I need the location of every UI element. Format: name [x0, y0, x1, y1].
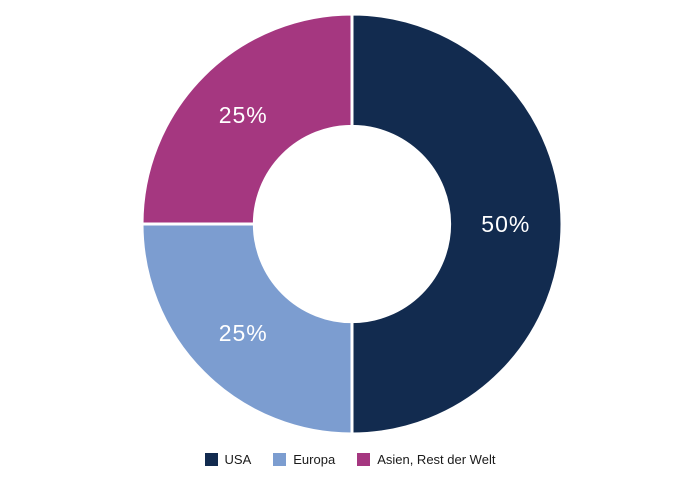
donut-segment-usa: [350, 12, 564, 436]
donut-segment-asien-rest-der-welt: [140, 12, 354, 226]
donut-chart-svg: 50% 25% 25%: [140, 12, 564, 436]
legend-label: USA: [224, 452, 252, 467]
legend-label: Asien, Rest der Welt: [377, 452, 496, 467]
chart-legend: USA Europa Asien, Rest der Welt: [0, 452, 700, 467]
donut-segment-label: 25%: [219, 320, 268, 346]
legend-swatch: [273, 453, 287, 466]
legend-label: Europa: [293, 452, 336, 467]
legend-swatch: [357, 453, 371, 466]
legend-item-europa: Europa: [273, 452, 335, 467]
donut-segment-label: 25%: [219, 102, 268, 128]
legend-swatch: [204, 453, 218, 466]
legend-item-usa: USA: [204, 452, 252, 467]
donut-segment-europa: [140, 222, 354, 436]
donut-segment-label: 50%: [481, 211, 530, 237]
legend-item-asien-rest-der-welt: Asien, Rest der Welt: [357, 452, 495, 467]
